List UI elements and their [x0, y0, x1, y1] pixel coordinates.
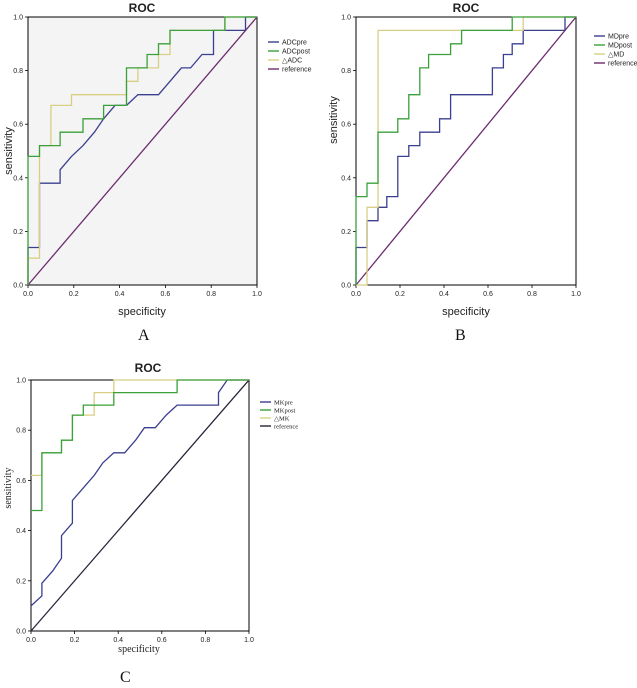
panel-b-xtick-label: 1.0 [571, 291, 581, 298]
panel-a-ytick-label: 0.2 [13, 229, 23, 236]
panel-a: ROC specificity sensitivity 0.0 0.2 0.4 0.6… [0, 0, 312, 344]
panel-b-ytick-label: 0.4 [341, 175, 351, 182]
panel-b-series-mdpre [355, 16, 576, 285]
panel-c-ytick-label: 0.6 [16, 478, 26, 485]
panel-b-letter: B [455, 327, 466, 344]
panel-a-title: ROC [129, 1, 156, 15]
panel-b-legend-label: reference [608, 61, 637, 68]
panel-b-legend-label: MDpre [608, 34, 629, 41]
panel-c-xtick-label: 0.0 [26, 637, 36, 644]
panel-b-xtick-label: 0.2 [395, 291, 405, 298]
panel-b-ytick-label: 0.6 [341, 122, 351, 129]
panel-a-ytick-label: 0.0 [13, 283, 23, 290]
panel-c-ytick-label: 0.8 [16, 428, 26, 435]
panel-b-legend-label: △MD [608, 52, 624, 59]
panel-a-xlabel: specificity [118, 306, 166, 318]
panel-b-ytick-label: 0.0 [341, 283, 351, 290]
panel-a-xtick-label: 0.8 [206, 291, 216, 298]
panel-a-legend-label: reference [282, 67, 312, 74]
panel-b-title: ROC [453, 1, 480, 15]
panel-b-xtick-label: 0.4 [439, 291, 449, 298]
panel-a-ylabel: sensitivity [3, 127, 15, 175]
panel-c-ytick-label: 0.4 [16, 528, 26, 535]
panel-c-series-reference [30, 379, 250, 632]
panel-b-xtick-label: 0.0 [351, 291, 361, 298]
panel-b-series-reference [355, 16, 577, 286]
panel-c-xtick-label: 0.4 [113, 637, 123, 644]
panel-c-title: ROC [135, 361, 162, 375]
panel-b-legend-label: MDpost [608, 43, 632, 50]
panel-a-letter: A [138, 327, 150, 344]
panel-b-ytick-label: 0.2 [341, 229, 351, 236]
panel-a-legend-label: △ADC [282, 58, 302, 65]
panel-a-series-adcpre [27, 16, 257, 285]
panel-c-legend-label: △MK [274, 416, 290, 423]
panel-a-series-adcpost [27, 16, 257, 285]
panel-b-ylabel: sensitivity [328, 96, 340, 144]
panel-a-legend-label: ADCpost [282, 49, 310, 56]
panel-c-legend-label: MKpost [274, 408, 296, 415]
panel-a-series-reference [27, 16, 258, 286]
panel-c-ytick-label: 0.2 [16, 578, 26, 585]
panel-b-ytick-label: 0.8 [341, 68, 351, 75]
panel-c-xtick-label: 1.0 [244, 637, 254, 644]
panel-c-ylabel: sensitivity [3, 467, 14, 508]
panel-c-xtick-label: 0.2 [70, 637, 80, 644]
panel-c-xlabel: specificity [118, 644, 160, 655]
panel-c: ROC specificity sensitivity 0.0 0.2 0.4 0.6… [0, 355, 302, 686]
panel-a-xtick-label: 0.2 [69, 291, 79, 298]
panel-c-legend-label: reference [274, 424, 298, 431]
panel-c-ytick-label: 1.0 [16, 378, 26, 385]
panel-b-ytick-label: 1.0 [341, 15, 351, 22]
panel-a-ytick-label: 0.8 [13, 68, 23, 75]
panel-b-series-mdpost [355, 16, 576, 285]
panel-a-xtick-label: 0.0 [23, 291, 33, 298]
panel-a-ytick-label: 0.4 [13, 175, 23, 182]
panel-a-legend-label: ADCpre [282, 40, 307, 47]
panel-b: ROC specificity sensitivity 0.0 0.2 0.4 0.6… [318, 0, 637, 344]
panel-c-legend-label: MKpre [274, 400, 293, 407]
panel-b-xtick-label: 0.6 [483, 291, 493, 298]
panel-a-xtick-label: 0.6 [161, 291, 171, 298]
panel-a-xtick-label: 1.0 [252, 291, 262, 298]
panel-b-xtick-label: 0.8 [527, 291, 537, 298]
panel-b-series-delta-md [356, 16, 576, 286]
panel-c-letter: C [120, 669, 131, 686]
panel-c-xtick-label: 0.6 [157, 637, 167, 644]
panel-a-ytick-label: 0.6 [13, 122, 23, 129]
panel-a-ytick-label: 1.0 [13, 15, 23, 22]
panel-c-series-mkpre [30, 379, 249, 607]
panel-a-xtick-label: 0.4 [115, 291, 125, 298]
panel-c-ytick-label: 0.0 [16, 629, 26, 636]
panel-b-xlabel: specificity [442, 306, 490, 318]
panel-c-series-mkpost [31, 379, 249, 512]
panel-c-xtick-label: 0.8 [201, 637, 211, 644]
